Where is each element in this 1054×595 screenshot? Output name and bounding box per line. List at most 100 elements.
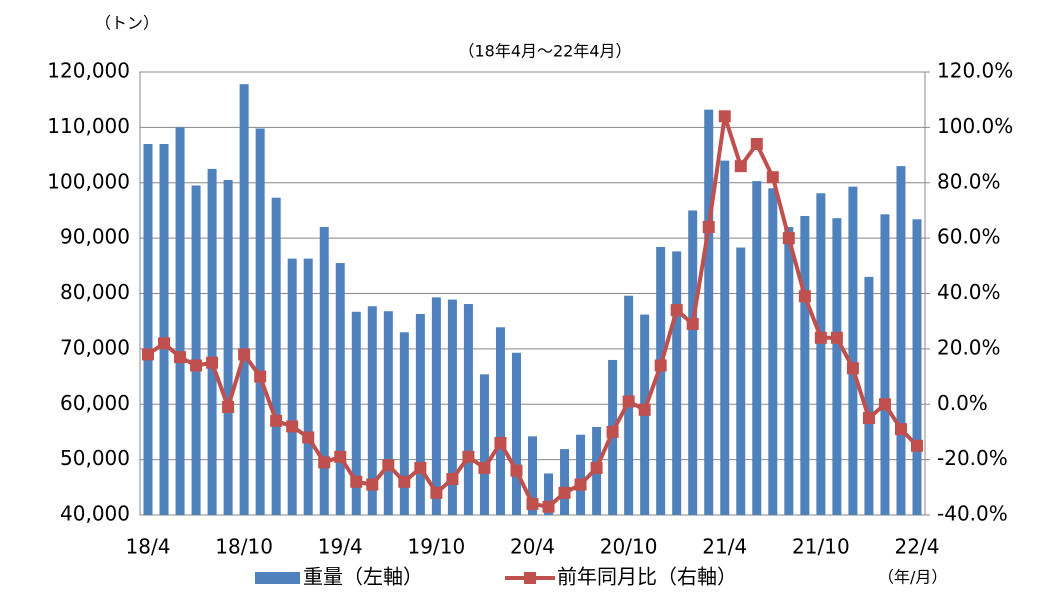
line-marker	[670, 304, 683, 317]
bar	[768, 188, 778, 515]
bar	[319, 227, 329, 516]
bar	[191, 185, 201, 516]
line-marker	[382, 459, 395, 472]
line-marker	[414, 461, 427, 474]
x-tick-label: 20/4	[510, 535, 555, 559]
bar	[271, 197, 281, 516]
x-tick-label: 18/10	[215, 535, 273, 559]
legend-swatch	[524, 572, 536, 584]
line-marker	[222, 401, 235, 414]
line-marker	[910, 439, 923, 452]
line-marker	[686, 317, 699, 330]
bar	[463, 304, 473, 515]
bar	[239, 84, 249, 516]
line-marker	[190, 359, 203, 372]
bar	[287, 258, 297, 515]
bar	[335, 263, 345, 515]
line-marker	[846, 362, 859, 375]
x-tick-label: 21/10	[792, 535, 850, 559]
bar	[447, 299, 457, 515]
y2-tick-label: 20.0%	[937, 335, 1001, 359]
legend-swatch	[255, 572, 300, 584]
line-marker	[318, 456, 331, 469]
line-marker	[206, 356, 219, 369]
bar	[511, 352, 521, 515]
line-marker	[494, 437, 507, 450]
bar	[479, 374, 489, 515]
line-marker	[750, 137, 763, 150]
line-marker	[798, 290, 811, 303]
y-tick-label: 120,000	[47, 59, 130, 83]
line-marker	[142, 348, 155, 361]
line-marker	[446, 473, 459, 486]
y2-tick-label: 80.0%	[937, 169, 1001, 193]
bar	[848, 186, 858, 515]
bar	[399, 332, 409, 515]
x-tick-label: 22/4	[895, 535, 940, 559]
y-tick-label: 60,000	[60, 391, 130, 415]
bar	[415, 313, 425, 515]
line-marker	[782, 232, 795, 245]
line-marker	[286, 420, 299, 433]
y-tick-label: 90,000	[60, 225, 130, 249]
bar	[880, 214, 890, 515]
y-tick-label: 80,000	[60, 280, 130, 304]
line-marker	[158, 337, 171, 350]
line-marker	[302, 431, 315, 444]
y2-tick-label: 120.0%	[937, 59, 1013, 83]
bar	[175, 127, 185, 515]
bar	[495, 327, 505, 515]
bar	[720, 160, 730, 515]
y-tick-label: 40,000	[60, 502, 130, 526]
line-marker	[878, 398, 891, 411]
line-marker	[254, 370, 267, 383]
line-marker	[766, 171, 779, 184]
bar	[816, 193, 826, 516]
bar	[303, 258, 313, 515]
bar	[255, 128, 265, 516]
line-marker	[430, 486, 443, 499]
line-marker	[590, 461, 603, 474]
y-tick-label: 50,000	[60, 446, 130, 470]
bar	[656, 246, 666, 516]
bar	[528, 436, 537, 515]
y-tick-label: 110,000	[47, 114, 130, 138]
line-marker	[510, 464, 523, 477]
legend-label: 前年同月比（右軸）	[557, 565, 737, 589]
x-tick-label: 19/10	[408, 535, 466, 559]
bar	[544, 473, 554, 515]
bar	[704, 109, 714, 515]
bar	[207, 168, 217, 515]
line-marker	[830, 331, 843, 344]
bar	[560, 449, 570, 515]
bar	[784, 227, 794, 516]
bar	[351, 311, 361, 515]
bar	[896, 166, 906, 515]
line-marker	[638, 403, 651, 416]
x-tick-label: 21/4	[702, 535, 747, 559]
line-marker	[526, 497, 539, 510]
bar	[752, 181, 762, 515]
x-tick-label: 20/10	[600, 535, 658, 559]
bar	[832, 218, 842, 515]
y2-tick-label: 60.0%	[937, 225, 1001, 249]
y-tick-label: 100,000	[47, 169, 130, 193]
bar	[159, 143, 169, 516]
bar	[912, 219, 922, 516]
bar	[431, 297, 441, 515]
x-unit-label: （年/月）	[878, 568, 947, 587]
line-marker	[654, 359, 667, 372]
bar	[688, 210, 698, 515]
line-marker	[622, 395, 635, 408]
bar	[672, 251, 682, 516]
line-marker	[270, 414, 283, 427]
unit-label: （トン）	[95, 14, 159, 33]
y2-tick-label: 100.0%	[937, 114, 1013, 138]
line-marker	[478, 461, 491, 474]
bar	[383, 311, 393, 515]
y2-tick-label: -20.0%	[937, 446, 1008, 470]
line-marker	[398, 475, 411, 488]
line-marker	[894, 423, 907, 436]
y2-tick-label: 0.0%	[937, 391, 988, 415]
